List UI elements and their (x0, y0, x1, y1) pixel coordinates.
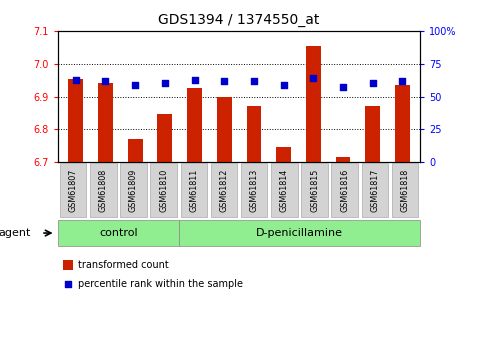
Text: GSM61809: GSM61809 (129, 168, 138, 211)
Bar (120, 163, 147, 217)
Point (280, 82, 287, 88)
Bar (58, 220, 179, 246)
Bar (187, 88, 202, 162)
Bar (395, 85, 410, 162)
Text: transformed count: transformed count (78, 260, 169, 270)
Bar (331, 163, 358, 217)
Bar (271, 163, 298, 217)
Point (64, 281, 72, 287)
Bar (69, 79, 83, 162)
Bar (276, 147, 291, 162)
Text: GSM61817: GSM61817 (370, 168, 380, 211)
Text: GSM61811: GSM61811 (189, 168, 199, 211)
Title: GDS1394 / 1374550_at: GDS1394 / 1374550_at (158, 13, 320, 27)
Text: GSM61808: GSM61808 (99, 168, 108, 211)
Text: agent: agent (0, 228, 30, 238)
Bar (217, 97, 232, 162)
Point (191, 77, 199, 82)
Point (310, 76, 317, 81)
Bar (211, 163, 237, 217)
Bar (365, 107, 380, 162)
Text: GSM61815: GSM61815 (310, 168, 319, 211)
Point (398, 78, 406, 83)
Bar (362, 163, 388, 217)
Bar (63, 260, 73, 270)
Bar (246, 107, 261, 162)
Text: GSM61814: GSM61814 (280, 168, 289, 211)
Text: GSM61807: GSM61807 (69, 168, 78, 211)
Bar (392, 163, 418, 217)
Point (161, 81, 169, 86)
Text: D-penicillamine: D-penicillamine (256, 228, 343, 238)
Bar (241, 163, 268, 217)
Bar (336, 157, 351, 162)
Point (369, 81, 377, 86)
Bar (181, 163, 207, 217)
Point (250, 78, 258, 83)
Bar (306, 46, 321, 162)
Bar (60, 163, 86, 217)
Point (131, 82, 139, 88)
Text: GSM61810: GSM61810 (159, 168, 168, 211)
Text: GSM61812: GSM61812 (219, 168, 228, 211)
Bar (301, 163, 328, 217)
Bar (128, 139, 142, 162)
Point (101, 78, 109, 83)
Text: GSM61816: GSM61816 (340, 168, 349, 211)
Bar (157, 114, 172, 162)
Point (72, 77, 80, 82)
Bar (150, 163, 177, 217)
Text: percentile rank within the sample: percentile rank within the sample (78, 279, 243, 289)
Bar (179, 220, 420, 246)
Bar (98, 83, 113, 162)
Point (220, 78, 228, 83)
Text: GSM61813: GSM61813 (250, 168, 259, 211)
Bar (90, 163, 116, 217)
Text: GSM61818: GSM61818 (400, 168, 410, 211)
Point (339, 85, 347, 90)
Text: control: control (99, 228, 138, 238)
